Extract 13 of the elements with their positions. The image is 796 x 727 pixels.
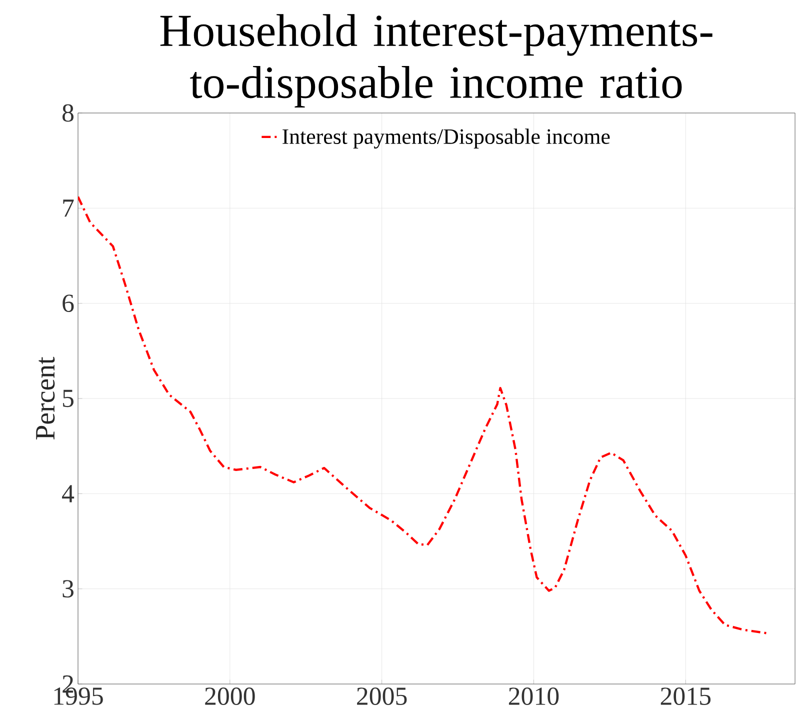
x-tick-label: 2005 bbox=[357, 688, 407, 705]
x-tick-label: 2015 bbox=[660, 688, 711, 705]
y-tick-label: 8 bbox=[62, 104, 74, 122]
y-axis-title: Percent bbox=[36, 356, 55, 440]
y-tick-label: 4 bbox=[62, 485, 74, 502]
legend-label: Interest payments/Disposable income bbox=[282, 128, 610, 149]
y-tick-label: 3 bbox=[62, 580, 74, 598]
x-tick-label: 2010 bbox=[508, 688, 559, 705]
x-tick-label: 2000 bbox=[205, 688, 255, 705]
y-tick-label: 7 bbox=[63, 200, 74, 217]
y-tick-label: 5 bbox=[63, 390, 74, 408]
y-tick-label: 6 bbox=[62, 294, 74, 312]
chart-title: Household interest-payments-to-disposable income ratio bbox=[160, 14, 712, 108]
